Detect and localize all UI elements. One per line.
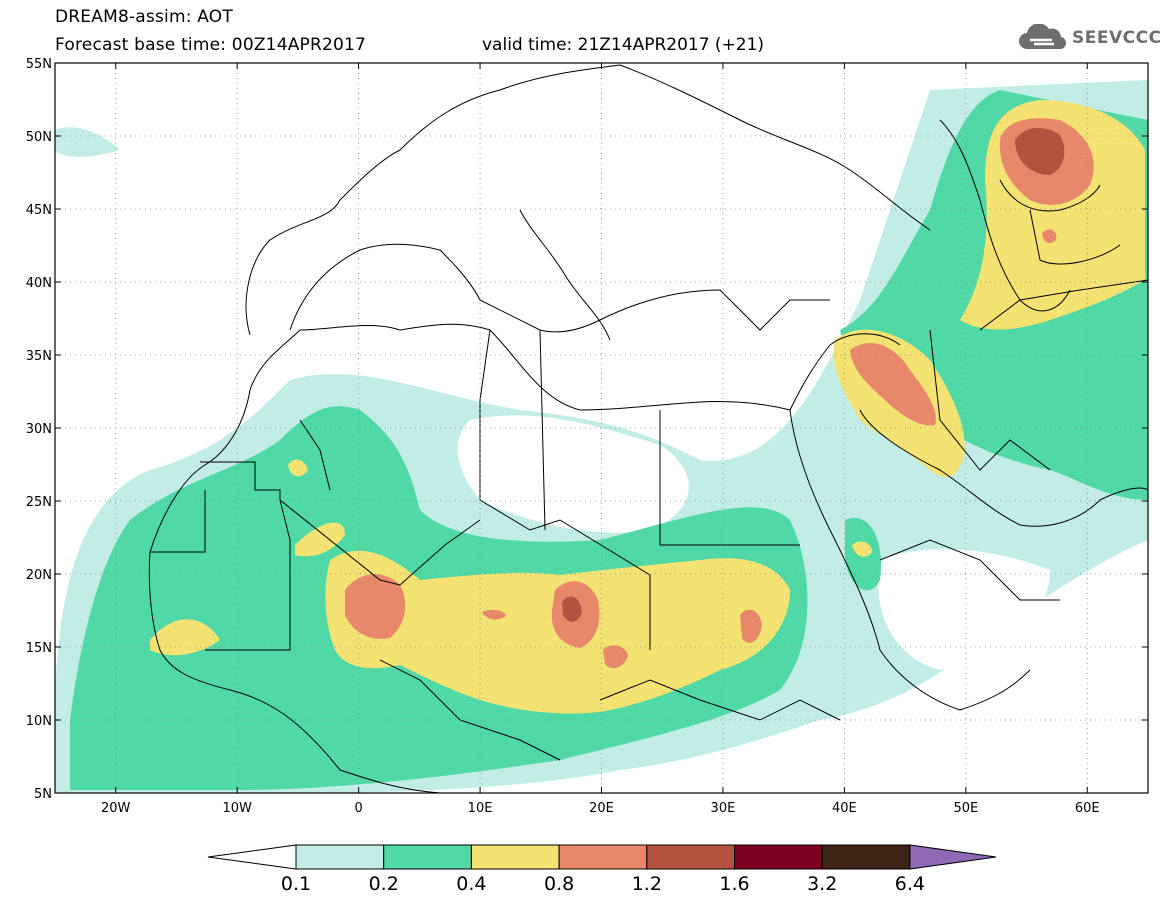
aot-band-08-chad2 (603, 645, 628, 669)
legend-swatch (295, 844, 385, 870)
aot-clean-sahara (457, 415, 689, 533)
lat-label: 55N (26, 57, 52, 72)
lat-label: 20N (26, 568, 52, 583)
lat-label: 30N (26, 422, 52, 437)
forecast-base-time: Forecast base time: 00Z14APR2017 (55, 35, 367, 55)
legend-swatch (470, 844, 560, 870)
aot-band-01b (55, 127, 120, 157)
lat-label: 5N (34, 787, 52, 802)
aot-band-12-chad (562, 596, 582, 622)
graticule (55, 63, 1148, 793)
legend-tick-label: 1.6 (719, 873, 749, 895)
lon-label: 60E (1075, 801, 1100, 816)
aot-band-04-atlas (288, 459, 308, 477)
legend-tick-label: 0.1 (281, 873, 311, 895)
aot-band-08-caspian2 (1042, 229, 1057, 244)
lat-label: 45N (26, 203, 52, 218)
lat-label: 10N (26, 714, 52, 729)
logo-text: SEEVCCC (1072, 28, 1162, 48)
aot-band-08-iraq (850, 342, 936, 426)
aot-clean-arabia (878, 549, 1050, 670)
lon-label: 40E (832, 801, 857, 816)
lon-label: 30E (711, 801, 736, 816)
valid-time: valid time: 21Z14APR2017 (+21) (482, 35, 765, 55)
seevccc-logo: SEEVCCC (1018, 24, 1162, 52)
legend-colorbar (207, 844, 997, 870)
legend-swatch (383, 844, 472, 870)
map-title: DREAM8-assim: AOT (55, 7, 233, 27)
aot-band-08-niger (345, 574, 406, 639)
lat-labels: 55N 50N 45N 40N 35N 30N 25N 20N 15N 10N 5N (26, 57, 52, 802)
legend-swatch (734, 844, 823, 870)
legend-tick-label: 6.4 (895, 873, 925, 895)
aot-band-04-sahel (295, 522, 345, 557)
aot-band-08-chad-w (482, 609, 506, 620)
aot-band-04-wafrica (150, 619, 220, 656)
lat-label: 15N (26, 641, 52, 656)
lat-label: 40N (26, 276, 52, 291)
axis-ticks (55, 62, 1148, 794)
cloud-logo-icon (1019, 24, 1067, 50)
lat-label: 50N (26, 130, 52, 145)
lat-label: 35N (26, 349, 52, 364)
lon-labels: 20W 10W 0 10E 20E 30E 40E 50E 60E (101, 801, 1100, 816)
aot-band-08-sudan (740, 609, 762, 643)
lon-label: 10W (222, 801, 252, 816)
legend-swatch (558, 844, 648, 870)
lon-label: 50E (953, 801, 978, 816)
legend-swatch (821, 844, 911, 870)
coastlines (148, 64, 1148, 793)
legend-tick-label: 0.2 (369, 873, 399, 895)
legend-arrow-high (909, 844, 997, 870)
legend-arrow-low (207, 844, 297, 870)
aot-band-12-caspian (1015, 128, 1065, 175)
legend-tick-label: 3.2 (807, 873, 837, 895)
lon-label: 20E (589, 801, 614, 816)
lon-label: 20W (101, 801, 131, 816)
legend-tick-label: 0.8 (544, 873, 574, 895)
legend-tick-label: 0.4 (456, 873, 486, 895)
legend-tick-labels: 0.1 0.2 0.4 0.8 1.2 1.6 3.2 6.4 (281, 873, 925, 895)
legend-tick-label: 1.2 (632, 873, 662, 895)
lat-label: 25N (26, 495, 52, 510)
lon-label: 0 (354, 801, 362, 816)
lon-label: 10E (468, 801, 493, 816)
legend-swatch (646, 844, 735, 870)
aot-field (55, 80, 1148, 793)
aot-band-04-sudan-spot (852, 541, 872, 557)
